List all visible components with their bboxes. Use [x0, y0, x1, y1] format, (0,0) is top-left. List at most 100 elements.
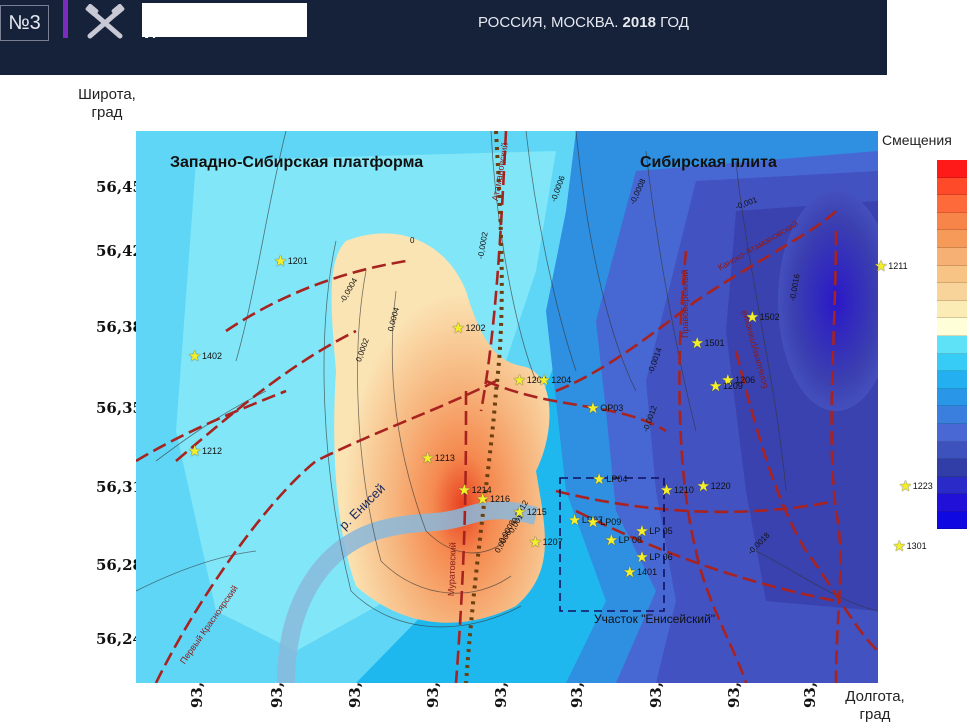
station-label: LP07 — [581, 515, 603, 526]
crossed-hammers-logo-icon — [85, 4, 125, 39]
header-year-suffix: ГОД — [660, 14, 689, 31]
legend-swatch — [937, 160, 967, 178]
issue-number: №3 — [0, 5, 49, 41]
legend-swatch — [937, 335, 967, 354]
station-label: LP 08 — [618, 534, 643, 545]
station-label: 1502 — [759, 312, 780, 323]
legend-swatch — [937, 230, 967, 248]
region-east-label: Сибирская плита — [640, 154, 777, 171]
station-label: 1206 — [735, 374, 756, 385]
journal-header: №3 ТЕХНОЛОГИИ РОССИЯ, МОСКВА. 2018 ГОД — [0, 0, 887, 75]
site-label: Участок "Енисейский" — [594, 612, 716, 626]
legend-swatch — [937, 476, 967, 495]
y-tick-label: 56,31 — [96, 478, 143, 496]
station-label: 1214 — [471, 485, 492, 495]
station-label: 1202 — [465, 323, 486, 334]
zone-min-displacement — [778, 191, 878, 411]
legend-swatch — [937, 212, 967, 231]
y-tick-label: 56,38 — [96, 318, 143, 336]
station-label: 1223 — [912, 480, 933, 491]
latitude-axis-title: Широта, град — [78, 86, 136, 121]
station-star-icon: ★ — [635, 521, 649, 540]
y-tick-label: 56,28 — [96, 556, 143, 574]
site-boundary — [559, 477, 665, 612]
station-label: 1209 — [722, 381, 743, 392]
region-west-label: Западно-Сибирская платформа — [170, 154, 424, 171]
legend-swatch — [937, 441, 967, 460]
longitude-axis-title: Долгота, град — [845, 688, 905, 723]
station-star-icon: ★ — [592, 470, 606, 489]
station-star-icon: ★ — [874, 256, 888, 275]
station-label: 1204 — [551, 374, 572, 385]
station-label: 1501 — [704, 338, 725, 349]
legend-swatch — [937, 300, 967, 319]
station-label: LP 05 — [649, 525, 673, 536]
station-star-icon: ★ — [586, 399, 600, 418]
station-star-icon: ★ — [475, 489, 490, 508]
station-star-icon: ★ — [635, 547, 649, 566]
station-star-icon: ★ — [623, 562, 637, 581]
station-star-icon: ★ — [659, 481, 674, 499]
station-label: 1213 — [434, 452, 455, 463]
legend-swatch — [937, 283, 967, 301]
legend-swatch — [937, 406, 967, 424]
y-tick-label: 56,24 — [96, 630, 143, 648]
station-star-icon: ★ — [721, 370, 735, 389]
station-star-icon: ★ — [451, 319, 465, 338]
station-label: LP04 — [606, 474, 628, 485]
station-star-icon: ★ — [745, 308, 760, 327]
legend-title: Смещения — [882, 132, 952, 148]
station-label: 1220 — [710, 480, 731, 491]
station-label: 1203 — [526, 374, 547, 385]
station-star-icon: ★ — [188, 442, 202, 461]
fault-label: Правобережный — [680, 269, 690, 338]
legend-swatch — [937, 459, 967, 477]
header-year: 2018 — [622, 14, 656, 31]
station-star-icon: ★ — [273, 252, 288, 271]
station-star-icon: ★ — [892, 537, 907, 556]
station-label: 1216 — [489, 493, 511, 504]
station-star-icon: ★ — [420, 448, 435, 467]
station-star-icon: ★ — [567, 511, 582, 530]
station-star-icon: ★ — [898, 476, 913, 495]
station-star-icon: ★ — [690, 334, 704, 353]
header-accent-bar — [63, 0, 68, 38]
yenisei-river — [277, 501, 539, 683]
header-location: РОССИЯ, МОСКВА. — [478, 14, 619, 31]
station-label: 1201 — [287, 256, 308, 267]
station-label: 1210 — [673, 485, 694, 495]
station-star-icon: ★ — [537, 370, 551, 389]
station-star-icon: ★ — [708, 377, 723, 396]
station-label: 1212 — [202, 446, 223, 457]
header-masked-area — [142, 3, 307, 37]
station-star-icon: ★ — [586, 513, 600, 532]
y-tick-label: 56,35 — [96, 399, 143, 417]
legend-swatch — [937, 353, 967, 372]
station-label: 1401 — [637, 566, 658, 577]
station-star-icon: ★ — [188, 347, 202, 366]
legend-swatch — [937, 195, 967, 213]
station-label: LP09 — [600, 517, 622, 528]
fault-lines — [136, 131, 878, 683]
station-star-icon: ★ — [604, 530, 619, 549]
color-legend — [937, 160, 967, 530]
station-label: 1402 — [202, 351, 223, 362]
legend-swatch — [937, 494, 967, 512]
legend-swatch — [937, 371, 967, 389]
magazine-letter-i: И — [144, 23, 157, 42]
station-label: 1211 — [888, 260, 908, 271]
station-label: 1207 — [542, 536, 563, 547]
legend-swatch — [937, 388, 967, 407]
legend-swatch — [937, 318, 967, 336]
station-star-icon: ★ — [512, 370, 527, 389]
y-tick-label: 56,42 — [96, 242, 143, 260]
y-tick-label: 56,45 — [96, 178, 143, 196]
legend-swatch — [937, 247, 967, 266]
legend-swatch — [937, 177, 967, 196]
header-location-year: РОССИЯ, МОСКВА. 2018 ГОД — [478, 14, 689, 31]
station-label: OP03 — [600, 403, 624, 414]
legend-swatch — [937, 423, 967, 442]
fault-label: Муратовский — [446, 542, 458, 597]
station-label: LP 06 — [649, 551, 673, 562]
station-star-icon: ★ — [512, 502, 527, 521]
